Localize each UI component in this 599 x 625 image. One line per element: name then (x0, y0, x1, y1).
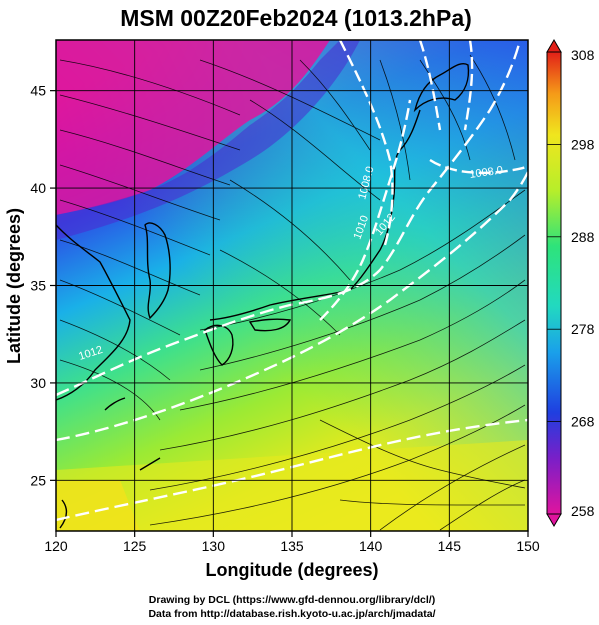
streamline (379, 59, 411, 181)
y-tick-label: 25 (30, 472, 46, 488)
y-tick-label: 40 (30, 180, 46, 196)
streamline (199, 59, 381, 141)
colorbar-tick-label: 278 (571, 321, 595, 337)
streamline (219, 249, 341, 336)
x-tick-label: 130 (202, 538, 226, 554)
isobar-1010 (319, 99, 412, 321)
korea-coast (144, 222, 171, 320)
isobar-1006 (418, 40, 442, 131)
streamline (59, 319, 171, 381)
colorbar: 258 268 278 288 298 308 (546, 39, 595, 527)
x-axis: 120 125 130 135 140 145 150 (44, 531, 540, 554)
shikoku-coast (248, 318, 292, 332)
colorbar-max-arrow (546, 39, 562, 53)
colorbar-tick-label: 288 (571, 229, 595, 245)
isobars (56, 40, 528, 522)
x-tick-label: 150 (516, 538, 540, 554)
colorbar-min-arrow (546, 513, 562, 527)
isobar-1008 (338, 40, 394, 246)
streamline (59, 164, 221, 221)
streamline (179, 279, 526, 411)
x-tick-label: 125 (123, 538, 147, 554)
streamline (59, 129, 231, 186)
isobar-1004 (463, 40, 474, 131)
streamline (59, 59, 241, 116)
y-axis-label: Latitude (degrees) (4, 208, 24, 364)
colorbar-tick-label: 258 (571, 503, 595, 519)
x-tick-label: 140 (359, 538, 383, 554)
streamline (469, 54, 516, 161)
isobar-1014 (56, 418, 528, 522)
y-tick-label: 35 (30, 278, 46, 294)
isobar-1012b (56, 171, 528, 442)
isobar-1008b (429, 158, 528, 175)
streamline (229, 179, 351, 281)
y-tick-label: 30 (30, 375, 46, 391)
x-axis-label: Longitude (degrees) (205, 560, 378, 580)
cold-transition (56, 40, 360, 240)
warm-sw-region (56, 480, 140, 531)
islands-coast (59, 397, 161, 529)
colorbar-tick-label: 308 (571, 47, 595, 63)
streamline (379, 444, 526, 531)
kyushu-coast (204, 324, 234, 366)
x-tick-label: 145 (438, 538, 462, 554)
colorbar-ticks: 258 268 278 288 298 308 (547, 47, 595, 519)
colorbar-tick-label: 268 (571, 414, 595, 430)
isobar-1012 (56, 40, 522, 397)
streamline (159, 319, 526, 451)
gridlines (56, 40, 528, 531)
credit-drawing: Drawing by DCL (https://www.gfd-dennou.o… (149, 594, 435, 606)
streamline (339, 499, 525, 506)
streamline (299, 59, 371, 151)
credit-data: Data from http://database.rish.kyoto-u.a… (148, 608, 435, 620)
streamline (249, 99, 381, 201)
streamline (59, 239, 201, 296)
y-axis: 25 30 35 40 45 (30, 83, 56, 488)
streamline (419, 59, 471, 161)
streamline (199, 234, 526, 371)
map-field: 1008.0 1010 1012 1012 1008.0 (56, 40, 528, 531)
x-tick-label: 135 (280, 538, 304, 554)
streamline (59, 94, 241, 151)
chart-title: MSM 00Z20Feb2024 (1013.2hPa) (120, 5, 472, 31)
streamline (149, 364, 526, 491)
streamline (319, 419, 526, 489)
colorbar-tick-label: 298 (571, 136, 595, 152)
x-tick-label: 120 (44, 538, 68, 554)
streamline (199, 189, 526, 331)
colorbar-bar (546, 51, 562, 515)
y-tick-label: 45 (30, 83, 46, 99)
china-coast (56, 224, 131, 401)
contour-label: 1008.0 (469, 164, 504, 181)
